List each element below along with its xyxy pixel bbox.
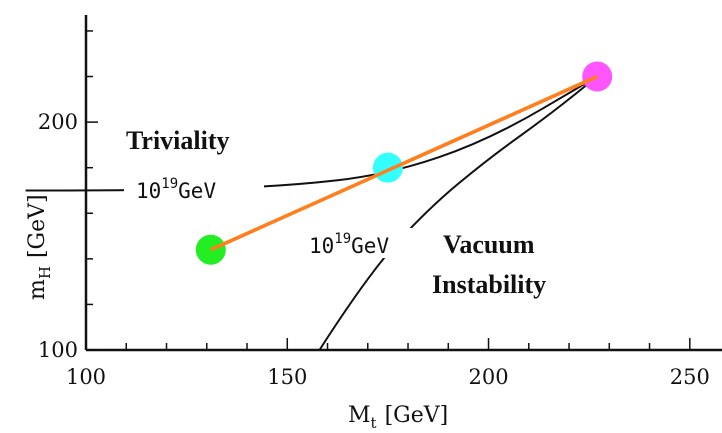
triviality-label: Triviality (126, 126, 230, 155)
y-axis-label: mH[GeV] (25, 194, 54, 300)
vacuum-instability-label: Vacuum Instability (428, 228, 580, 300)
vacuum-instability-curve (319, 77, 597, 350)
data-point-2 (373, 153, 403, 183)
triviality-curve (26, 77, 598, 191)
triviality-cutoff-label: 1019GeV (124, 172, 264, 203)
y-tick-label: 200 (38, 110, 78, 134)
cutoff-exponent-2: 19 (334, 231, 351, 247)
x-axis-label: Mt [GeV] (348, 403, 448, 432)
y-tick-label: 100 (38, 338, 78, 362)
cutoff-base-2: 10 (309, 234, 334, 258)
x-tick-label: 200 (468, 365, 508, 389)
cutoff-exponent: 19 (161, 176, 178, 192)
vacuum-label-line1: Vacuum (443, 230, 535, 259)
vacuum-cutoff-label: 1019GeV (303, 228, 433, 258)
x-tick-label: 150 (267, 365, 307, 389)
cutoff-base: 10 (136, 179, 161, 203)
data-point-1 (196, 235, 226, 265)
orange-line-overlay (211, 77, 597, 250)
x-tick-label: 250 (670, 365, 710, 389)
x-tick-label: 100 (66, 365, 106, 389)
cutoff-unit: GeV (178, 179, 216, 203)
cutoff-unit-2: GeV (351, 234, 389, 258)
curves (26, 77, 598, 350)
vacuum-label-line2: Instability (432, 270, 546, 299)
